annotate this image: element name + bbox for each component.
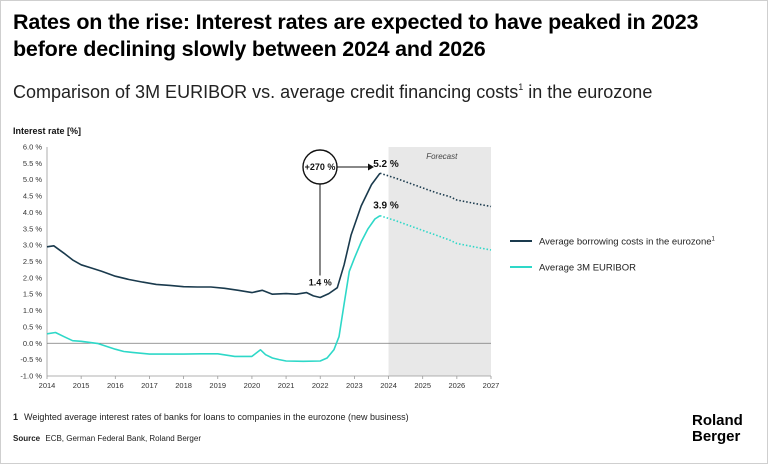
footnote: 1 Weighted average interest rates of bank… [13,412,409,422]
annotation-peak-euribor: 3.9 % [373,201,399,212]
x-tick-label: 2026 [449,381,466,390]
forecast-label: Forecast [426,152,458,161]
annotation-peak-borrowing: 5.2 % [373,159,399,170]
y-tick-label: 3.5 % [23,224,43,233]
logo-line-1: Roland [692,412,743,429]
page-subtitle: Comparison of 3M EURIBOR vs. average cre… [13,76,652,103]
y-tick-label: 0.0 % [23,339,43,348]
x-tick-label: 2020 [244,381,261,390]
legend-footnote-marker: 1 [712,237,716,243]
annotation-low: 1.4 % [309,277,332,287]
roland-berger-logo: Roland Berger [692,413,743,445]
y-tick-label: 5.5 % [23,159,43,168]
y-tick-label: -0.5 % [20,355,42,364]
x-tick-label: 2018 [175,381,192,390]
y-tick-label: 1.5 % [23,290,43,299]
series-forecast-line-0 [379,172,492,208]
page-title: Rates on the rise: Interest rates are ex… [13,10,699,61]
annotation-change: +270 % [305,162,336,172]
source-line: Source ECB, German Federal Bank, Roland … [13,434,201,443]
x-tick-label: 2022 [312,381,329,390]
y-tick-label: 3.0 % [23,241,43,250]
annotation-arrowhead [368,163,374,171]
logo-line-2: Berger [692,428,741,445]
x-tick-label: 2021 [278,381,295,390]
x-tick-label: 2025 [414,381,431,390]
y-tick-label: 6.0 % [23,143,43,152]
x-tick-label: 2015 [73,381,90,390]
source-label: Source [13,434,41,443]
x-tick-label: 2024 [380,381,397,390]
x-tick-label: 2019 [209,381,226,390]
legend-label-1: Average 3M EURIBOR [539,263,636,274]
subtitle-footnote-marker: 1 [518,82,524,92]
y-tick-label: 4.5 % [23,192,43,201]
x-tick-label: 2027 [483,381,500,390]
x-tick-label: 2016 [107,381,124,390]
x-tick-label: 2023 [346,381,363,390]
y-tick-label: 5.0 % [23,175,43,184]
series-line-0 [46,172,381,299]
x-tick-label: 2017 [141,381,158,390]
source-text: ECB, German Federal Bank, Roland Berger [45,434,201,443]
y-tick-label: 2.5 % [23,257,43,266]
y-tick-label: -1.0 % [20,372,42,381]
subtitle-text: Comparison of 3M EURIBOR vs. average cre… [13,82,519,102]
y-tick-label: 1.0 % [23,306,43,315]
series-line-1 [46,215,381,363]
legend-label-0: Average borrowing costs in the eurozone1 [539,237,716,248]
y-axis-label: Interest rate [%] [13,126,81,136]
x-tick-label: 2014 [39,381,56,390]
series-forecast-line-1 [379,214,492,251]
forecast-band [388,147,491,376]
y-tick-label: 4.0 % [23,208,43,217]
subtitle-tail: in the eurozone [523,82,653,102]
footnote-marker: 1 [13,412,19,422]
y-tick-label: 2.0 % [23,273,43,282]
y-tick-label: 0.5 % [23,322,43,331]
footnote-text: Weighted average interest rates of banks… [24,412,409,422]
